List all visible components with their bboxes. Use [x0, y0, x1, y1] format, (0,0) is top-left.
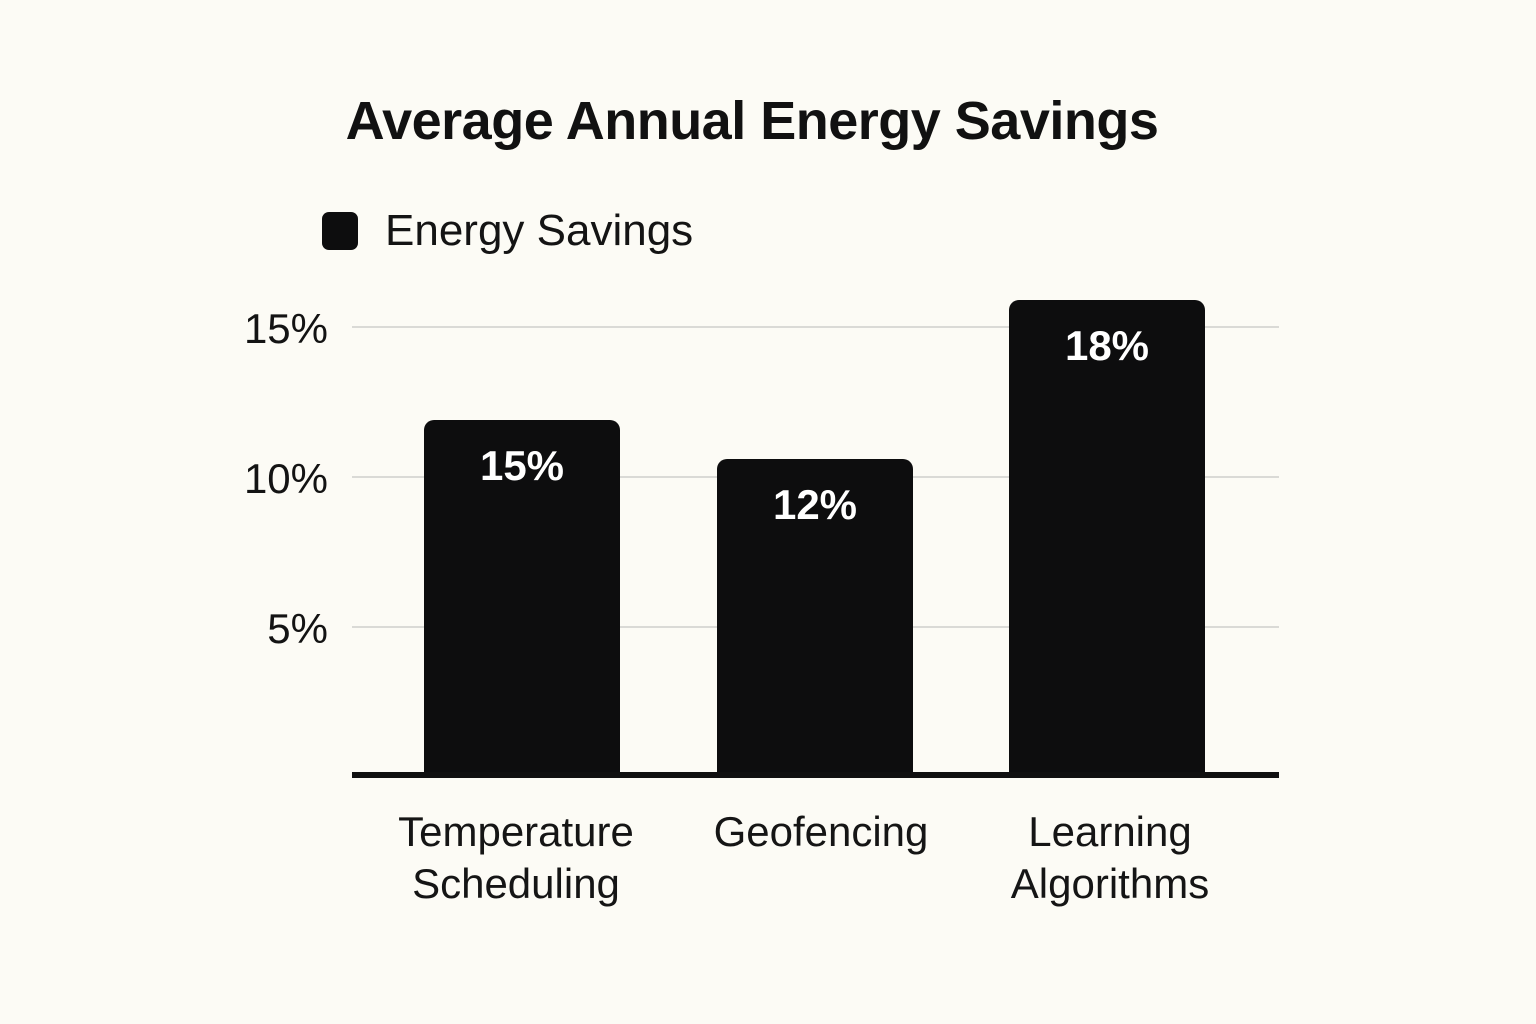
y-tick-label: 10% — [243, 455, 328, 502]
x-axis-label-line: Geofencing — [713, 808, 929, 855]
x-axis-label-temperature-scheduling: Temperature Scheduling — [346, 806, 686, 910]
x-axis-label-line: Scheduling — [412, 860, 620, 907]
y-tick-label: 5% — [267, 605, 328, 652]
chart-title: Average Annual Energy Savings — [345, 91, 1159, 151]
bar-temperature-scheduling: 15% — [424, 420, 620, 777]
gridline-15% — [352, 326, 1279, 328]
legend-label: Energy Savings — [385, 206, 694, 255]
x-axis-label-geofencing: Geofencing — [651, 806, 991, 858]
bar-value-label: 18% — [1064, 322, 1150, 369]
legend: Energy Savings — [322, 208, 693, 254]
bar-learning-algorithms: 18% — [1009, 300, 1205, 777]
x-axis-label-learning-algorithms: Learning Algorithms — [940, 806, 1280, 910]
y-tick-label: 15% — [243, 305, 328, 352]
bar-geofencing: 12% — [717, 459, 913, 777]
bar-value-label: 15% — [479, 442, 565, 489]
x-axis-label-line: Temperature — [398, 808, 634, 855]
x-axis-label-line: Algorithms — [1010, 860, 1210, 907]
x-axis-label-line: Learning — [1028, 808, 1192, 855]
legend-swatch — [322, 212, 358, 250]
x-axis-line — [352, 772, 1279, 778]
bar-value-label: 12% — [772, 481, 858, 528]
